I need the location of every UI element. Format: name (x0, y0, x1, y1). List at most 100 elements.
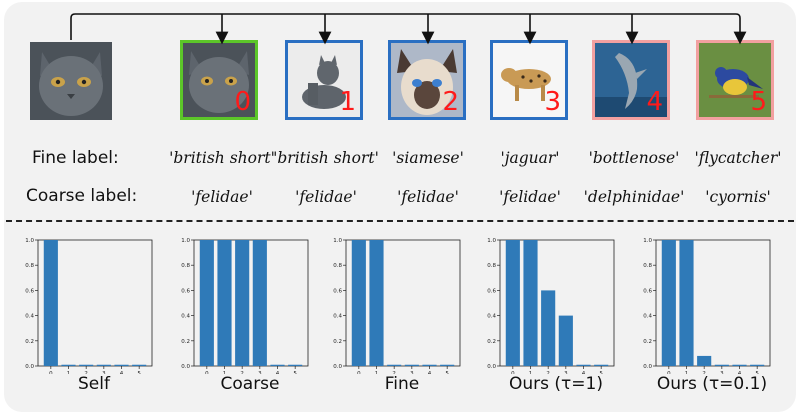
gallery-image-1: 1 (285, 40, 363, 120)
bar-2 (541, 290, 556, 366)
fine-label-5: 'flycatcher' (694, 149, 782, 167)
gallery-image-2: 2 (388, 40, 466, 120)
y-tick-label: 1.0 (181, 238, 190, 244)
bar-3 (714, 364, 729, 366)
y-tick-label: 0.0 (181, 364, 190, 370)
y-tick-label: 0.2 (181, 339, 190, 345)
chart-title-ours-tau-1: Ours (τ=1) (509, 374, 603, 394)
y-tick-label: 0.2 (25, 339, 34, 345)
x-tick-label: 2 (240, 371, 244, 374)
coarse-label-heading: Coarse label: (26, 186, 138, 206)
plot-frame (193, 239, 309, 367)
bar-chart-fine: 0.0 0.2 0.4 0.6 0.8 1.0 0 1 2 3 4 5 (333, 238, 461, 374)
flycatcher-picture (699, 43, 771, 117)
x-tick-label: 2 (546, 371, 550, 374)
y-tick-label: 0.4 (333, 314, 342, 320)
bar-3 (558, 315, 573, 366)
bar-2 (387, 364, 402, 366)
y-tick-label: 0.6 (333, 288, 342, 294)
y-tick-label: 0.8 (643, 263, 652, 269)
y-tick-label: 0.0 (487, 364, 496, 370)
y-tick-label: 0.4 (643, 314, 652, 320)
x-tick-label: 1 (375, 371, 379, 374)
image-index-label: 1 (339, 87, 356, 117)
y-tick-label: 0.4 (25, 314, 34, 320)
chart-title-ours-tau-0-1: Ours (τ=0.1) (656, 374, 768, 394)
siamese-cat-picture (391, 43, 463, 117)
bar-chart-coarse: 0.0 0.2 0.4 0.6 0.8 1.0 0 1 2 3 4 5 (181, 238, 309, 374)
sitting-cat-picture (288, 43, 360, 117)
plot-frame (37, 239, 153, 367)
query-image (30, 42, 112, 120)
bar-4 (576, 364, 591, 366)
y-tick-label: 0.6 (643, 288, 652, 294)
x-tick-label: 1 (67, 371, 71, 374)
section-divider (6, 220, 794, 222)
x-tick-label: 4 (428, 371, 432, 374)
x-tick-label: 1 (223, 371, 227, 374)
query-to-gallery-arrows (70, 13, 747, 45)
fine-label-3: 'jaguar' (500, 149, 560, 167)
bar-chart-self: 0.0 0.2 0.4 0.6 0.8 1.0 0 1 2 3 4 5 (25, 238, 153, 374)
x-tick-label: 4 (738, 371, 742, 374)
x-tick-label: 1 (529, 371, 533, 374)
x-tick-label: 2 (702, 371, 706, 374)
x-tick-label: 5 (755, 371, 759, 374)
fine-label-heading: Fine label: (32, 148, 119, 168)
bar-4 (732, 364, 747, 366)
bar-3 (252, 240, 267, 366)
bar-0 (505, 240, 520, 366)
x-tick-label: 3 (720, 371, 724, 374)
bar-5 (132, 364, 147, 366)
gallery-image-5: 5 (696, 40, 774, 120)
bar-4 (114, 364, 129, 366)
chart-title-fine: Fine (384, 374, 420, 394)
y-tick-label: 0.8 (487, 263, 496, 269)
bar-5 (594, 364, 609, 366)
bar-5 (288, 364, 303, 366)
image-index-label: 5 (750, 87, 767, 117)
bar-1 (369, 240, 384, 366)
chart-title-coarse: Coarse (220, 374, 280, 394)
coarse-label-2: 'felidae' (397, 188, 459, 206)
y-tick-label: 0.4 (487, 314, 496, 320)
y-tick-label: 0.8 (181, 263, 190, 269)
y-tick-label: 0.2 (487, 339, 496, 345)
x-tick-label: 2 (84, 371, 88, 374)
image-index-label: 4 (646, 87, 663, 117)
x-tick-label: 3 (258, 371, 262, 374)
image-index-label: 0 (234, 87, 251, 117)
bar-4 (270, 364, 285, 366)
coarse-label-3: 'felidae' (499, 188, 561, 206)
plot-frame (499, 239, 615, 367)
plot-frame (345, 239, 461, 367)
y-tick-label: 0.0 (643, 364, 652, 370)
coarse-label-1: 'felidae' (295, 188, 357, 206)
x-tick-label: 0 (511, 371, 515, 374)
cat-picture (183, 43, 255, 117)
bar-2 (235, 240, 250, 366)
x-tick-label: 0 (357, 371, 361, 374)
bar-0 (199, 240, 214, 366)
x-tick-label: 0 (49, 371, 53, 374)
bar-3 (96, 364, 111, 366)
y-tick-label: 0.6 (25, 288, 34, 294)
bar-2 (697, 355, 712, 366)
query-cat-picture (30, 42, 112, 120)
x-tick-label: 0 (205, 371, 209, 374)
coarse-label-0: 'felidae' (191, 188, 253, 206)
x-tick-label: 5 (137, 371, 141, 374)
bar-chart-ours-tau-0-1: 0.0 0.2 0.4 0.6 0.8 1.0 0 1 2 3 4 5 (643, 238, 771, 374)
bar-1 (523, 240, 538, 366)
bar-3 (404, 364, 419, 366)
fine-label-0: 'british short' (169, 149, 275, 167)
x-tick-label: 5 (445, 371, 449, 374)
y-tick-label: 0.8 (333, 263, 342, 269)
x-tick-label: 5 (293, 371, 297, 374)
jaguar-picture (493, 43, 565, 117)
image-index-label: 3 (544, 87, 561, 117)
x-tick-label: 5 (599, 371, 603, 374)
y-tick-label: 0.2 (333, 339, 342, 345)
bar-5 (750, 364, 765, 366)
